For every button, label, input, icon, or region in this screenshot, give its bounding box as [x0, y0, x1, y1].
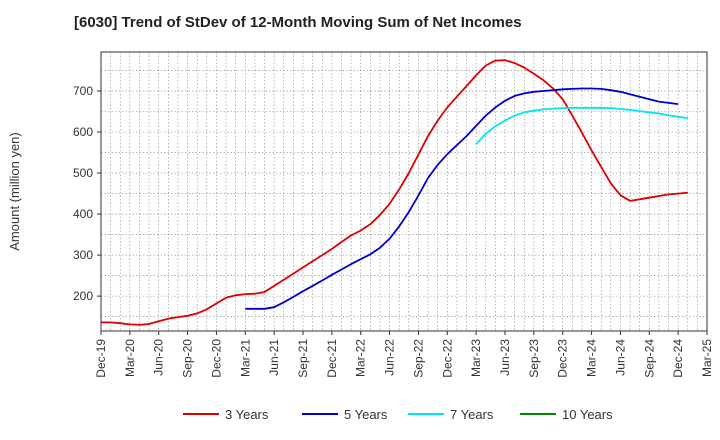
plot-area	[101, 52, 707, 331]
x-tick-label: Dec-19	[94, 339, 108, 378]
x-tick-label: Mar-22	[354, 339, 368, 377]
legend-label: 10 Years	[562, 407, 613, 422]
x-tick-label: Sep-22	[411, 339, 425, 378]
x-tick-label: Mar-25	[700, 339, 714, 377]
series-line-5-years	[245, 87, 679, 310]
x-tick-label: Mar-20	[123, 339, 137, 377]
y-tick-label: 200	[73, 289, 93, 303]
series-line-3-years	[101, 59, 688, 326]
y-tick-label: 300	[73, 248, 93, 262]
x-tick-label: Dec-20	[209, 339, 223, 378]
x-tick-label: Sep-21	[296, 339, 310, 378]
y-tick-label: 500	[73, 166, 93, 180]
x-tick-label: Jun-21	[267, 339, 281, 376]
x-tick-label: Jun-24	[613, 339, 627, 376]
legend: 3 Years 5 Years 7 Years 10 Years	[183, 407, 613, 422]
y-axis-label: Amount (million yen)	[7, 132, 22, 251]
chart-title: [6030] Trend of StDev of 12-Month Moving…	[74, 14, 522, 31]
y-tick-label: 600	[73, 125, 93, 139]
x-tick-label: Sep-23	[527, 339, 541, 378]
x-tick-label: Jun-22	[383, 339, 397, 376]
x-tick-label: Sep-24	[642, 339, 656, 378]
legend-label: 3 Years	[225, 407, 269, 422]
series-line-7-years	[475, 106, 688, 145]
legend-label: 5 Years	[344, 407, 388, 422]
x-tick-label: Sep-20	[181, 339, 195, 378]
x-tick-label: Mar-24	[585, 339, 599, 377]
legend-label: 7 Years	[450, 407, 494, 422]
plot-frame	[100, 51, 708, 332]
x-tick-label: Mar-21	[238, 339, 252, 377]
x-tick-label: Mar-23	[469, 339, 483, 377]
x-tick-label: Jun-23	[498, 339, 512, 376]
y-tick-label: 400	[73, 207, 93, 221]
x-tick-label: Dec-23	[556, 339, 570, 378]
y-tick-label: 700	[73, 84, 93, 98]
x-tick-label: Dec-22	[440, 339, 454, 378]
x-tick-label: Dec-21	[325, 339, 339, 378]
x-tick-label: Jun-20	[152, 339, 166, 376]
x-tick-label: Dec-24	[671, 339, 685, 378]
